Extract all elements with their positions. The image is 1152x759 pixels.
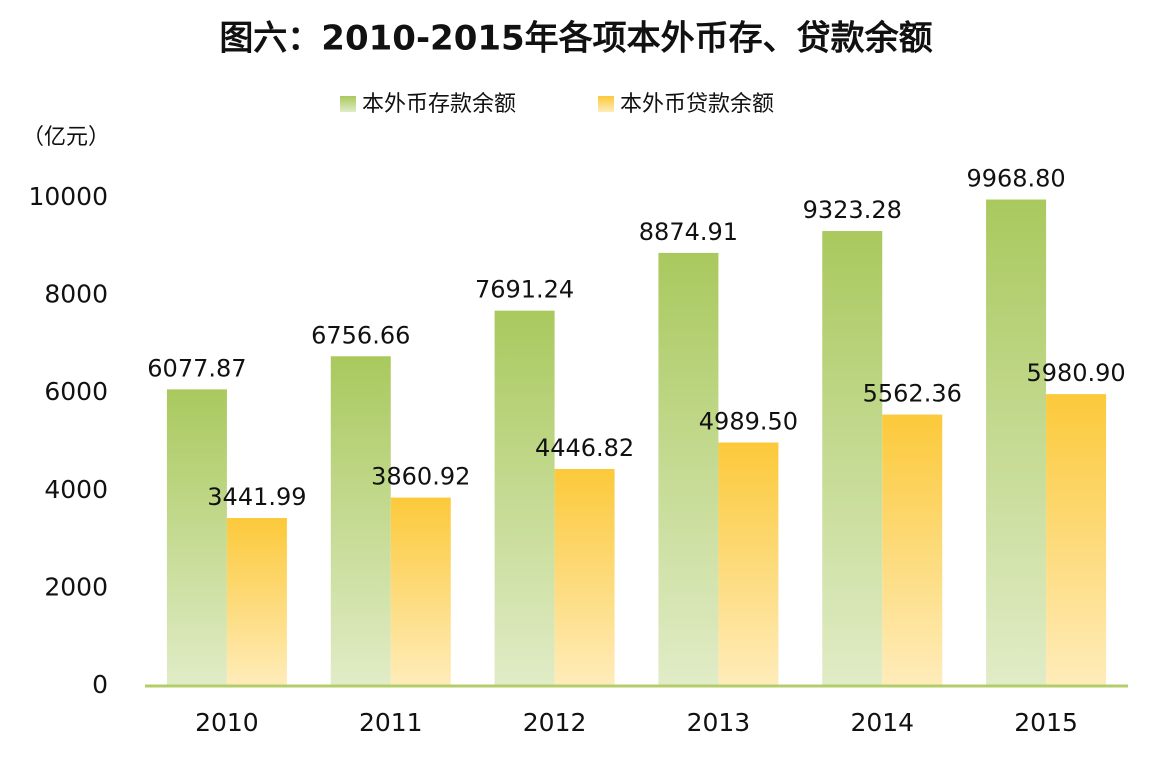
x-tick-label: 2013 [687, 708, 751, 737]
legend-label: 本外币存款余额 [362, 92, 516, 117]
value-label: 4446.82 [535, 434, 634, 462]
x-tick-label: 2011 [359, 708, 423, 737]
value-label: 7691.24 [475, 276, 574, 304]
y-tick-label: 10000 [28, 182, 108, 211]
bar [718, 442, 779, 686]
value-label: 9968.80 [966, 165, 1065, 193]
bar [330, 356, 391, 686]
bar [822, 231, 883, 687]
chart-title: 图六：2010-2015年各项本外币存、贷款余额 [219, 19, 932, 59]
y-tick-label: 6000 [44, 377, 108, 406]
y-axis-label: （亿元） [22, 125, 110, 150]
value-label: 6077.87 [147, 354, 246, 382]
value-label: 5562.36 [863, 380, 962, 408]
bar [390, 497, 451, 686]
bar [494, 310, 555, 686]
value-label: 3441.99 [207, 483, 306, 511]
bar [1046, 394, 1107, 686]
x-tick-label: 2015 [1014, 708, 1078, 737]
value-label: 5980.90 [1026, 359, 1125, 387]
legend-swatch [598, 96, 614, 112]
value-label: 8874.91 [639, 218, 738, 246]
y-tick-label: 2000 [44, 572, 108, 601]
y-tick-label: 4000 [44, 475, 108, 504]
bar [554, 468, 615, 686]
x-tick-label: 2014 [850, 708, 914, 737]
bar [226, 518, 287, 686]
value-label: 9323.28 [803, 196, 902, 224]
y-tick-label: 8000 [44, 280, 108, 309]
bar [882, 414, 943, 686]
x-tick-label: 2010 [195, 708, 259, 737]
bar [986, 199, 1047, 686]
legend-label: 本外币贷款余额 [620, 92, 774, 117]
y-tick-label: 0 [92, 670, 108, 699]
value-label: 4989.50 [699, 408, 798, 436]
value-label: 6756.66 [311, 321, 410, 349]
bar [658, 252, 719, 686]
bar [166, 389, 227, 686]
legend-swatch [340, 96, 356, 112]
value-label: 3860.92 [371, 463, 470, 491]
x-tick-label: 2012 [523, 708, 587, 737]
